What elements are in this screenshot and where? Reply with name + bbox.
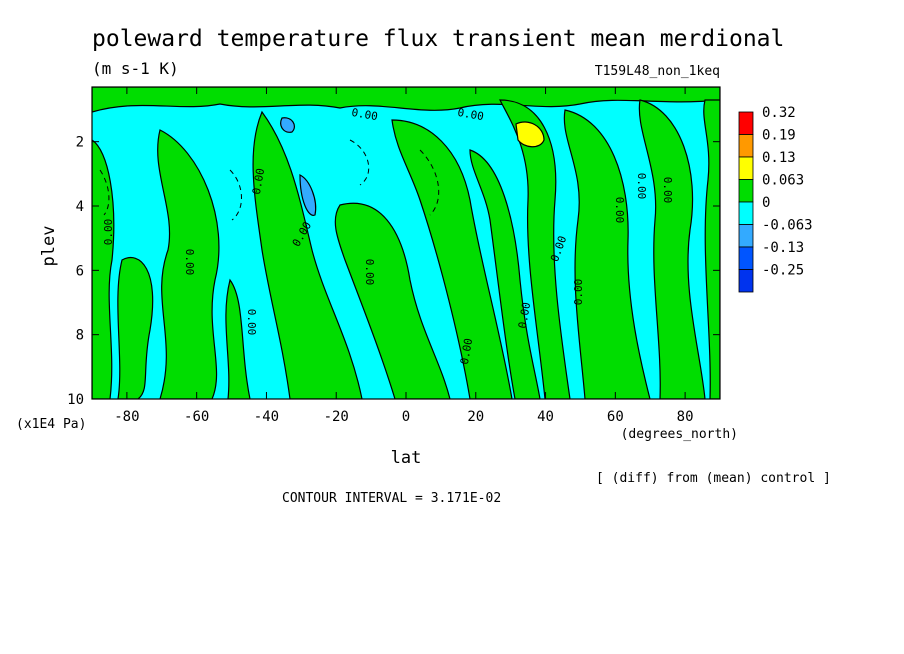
colorbar-swatch — [738, 224, 754, 248]
contour-label: 0.00 — [350, 106, 378, 123]
colorbar-swatch — [738, 179, 754, 203]
contour-fills — [92, 87, 720, 399]
x-tick-label: -20 — [324, 409, 349, 425]
colorbar-label: -0.063 — [762, 218, 813, 234]
colorbar-swatch — [738, 246, 754, 270]
contour-region — [117, 256, 154, 399]
difference-note: [ (diff) from (mean) control ] — [596, 471, 831, 486]
contour-interval: CONTOUR INTERVAL = 3.171E-02 — [282, 491, 501, 506]
contour-region — [280, 117, 295, 133]
colorbar-label: -0.13 — [762, 240, 804, 256]
x-axis-units: (degrees_north) — [621, 427, 738, 442]
contour-region — [92, 87, 720, 113]
contour-label: 0.00 — [102, 219, 115, 246]
x-tick-label: 80 — [677, 409, 694, 425]
contour-label: 0.00 — [661, 177, 674, 204]
negative-contour — [349, 139, 370, 186]
colorbar-legend: 0.32 0.19 0.13 0.063 0 -0.063 -0.13 -0.25 — [738, 105, 813, 293]
y-axis-units: (x1E4 Pa) — [16, 417, 86, 432]
colorbar-swatch — [738, 269, 754, 293]
colorbar-swatch — [738, 156, 754, 180]
contour-label: 0.00 — [250, 167, 267, 195]
y-tick-label: 6 — [76, 263, 84, 279]
x-tick-label: -40 — [254, 409, 279, 425]
y-axis-label: plev — [39, 226, 59, 267]
contour-region — [225, 278, 251, 399]
contour-label: 0.00 — [245, 309, 258, 336]
y-tick-label: 10 — [67, 392, 84, 408]
x-tick-label: 40 — [537, 409, 554, 425]
contour-label: 0.00 — [363, 259, 376, 286]
x-axis-label: lat — [391, 448, 422, 468]
contour-region — [703, 99, 720, 399]
chart-title: poleward temperature flux transient mean… — [92, 26, 784, 52]
contour-label: 0.00 — [456, 106, 484, 123]
y-tick-label: 2 — [76, 135, 84, 151]
negative-contour — [99, 169, 110, 216]
contour-label: 0.00 — [183, 249, 196, 276]
contour-label: 0.00 — [572, 279, 585, 306]
y-tick-label: 4 — [76, 199, 84, 215]
x-axis: -80 -60 -40 -20 0 20 40 60 80 — [114, 87, 694, 425]
negative-contour — [229, 169, 242, 221]
contour-label: 0.00 — [516, 301, 533, 329]
colorbar-label: 0 — [762, 195, 770, 211]
contour-region — [157, 129, 220, 399]
y-tick-label: 8 — [76, 328, 84, 344]
plot-area: 0.00 0.00 0.00 0.00 0.00 0.00 0.00 0.00 0.00 0.00… — [92, 87, 720, 399]
colorbar-label: 0.32 — [762, 105, 796, 121]
contour-region — [299, 174, 317, 216]
contour-region — [638, 99, 706, 399]
contour-region — [515, 121, 545, 148]
colorbar-swatch — [738, 201, 754, 225]
y-axis: 2 4 6 8 10 — [67, 135, 720, 408]
contour-labels: 0.00 0.00 0.00 0.00 0.00 0.00 0.00 0.00 0.00 0.00… — [102, 106, 674, 366]
colorbar-label: 0.13 — [762, 150, 796, 166]
x-tick-label: 20 — [467, 409, 484, 425]
negative-contour — [419, 149, 440, 216]
colorbar-swatch — [738, 111, 754, 135]
colorbar-label: -0.25 — [762, 263, 804, 279]
x-tick-label: -60 — [184, 409, 209, 425]
contour-label: 0.00 — [613, 197, 626, 224]
colorbar-label: 0.063 — [762, 173, 804, 189]
contour-label: 0.00 — [635, 173, 648, 200]
x-tick-label: 60 — [607, 409, 624, 425]
x-tick-label: 0 — [402, 409, 410, 425]
chart-units: (m s-1 K) — [92, 59, 179, 78]
x-tick-label: -80 — [114, 409, 139, 425]
colorbar-label: 0.19 — [762, 128, 796, 144]
contour-label: 0.00 — [458, 337, 475, 365]
contour-region — [252, 110, 363, 399]
colorbar-swatch — [738, 134, 754, 158]
experiment-label: T159L48_non_1keq — [595, 64, 720, 79]
